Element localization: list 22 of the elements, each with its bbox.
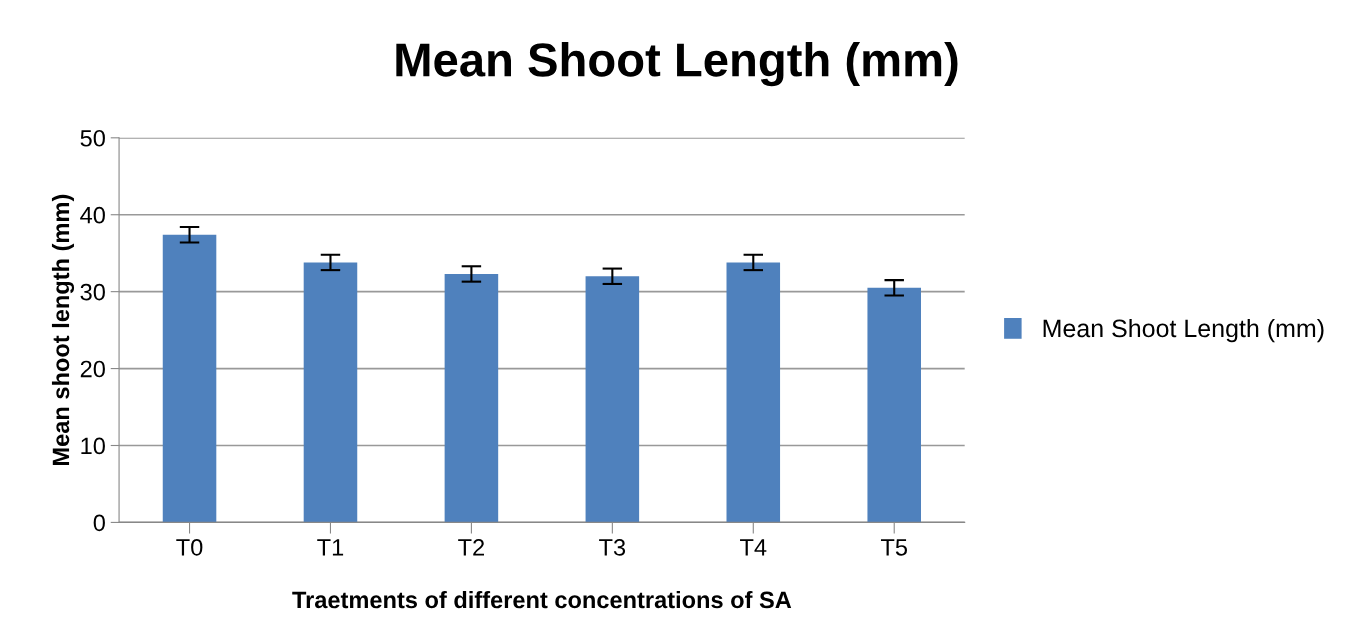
bar xyxy=(162,234,217,523)
bar xyxy=(303,262,358,523)
y-axis-title: Mean shoot length (mm) xyxy=(51,194,75,465)
chart-title: Mean Shoot Length (mm) xyxy=(396,41,958,87)
x-tick-label: T3 xyxy=(599,539,626,556)
bar xyxy=(726,262,781,523)
y-tick-label: 30 xyxy=(80,283,105,301)
x-tick-label: T0 xyxy=(176,539,203,556)
bar xyxy=(585,276,640,523)
x-tick-label: T4 xyxy=(740,539,767,556)
x-axis-title: Traetments of different concentrations of SA xyxy=(292,590,792,609)
legend-label: Mean Shoot Length (mm) xyxy=(1043,318,1324,343)
x-tick-label: T1 xyxy=(317,539,344,556)
y-tick-label: 50 xyxy=(80,129,105,147)
x-tick-label: T5 xyxy=(880,539,908,556)
bar xyxy=(867,287,921,523)
bar xyxy=(444,273,499,523)
x-tick-label: T2 xyxy=(458,539,484,556)
y-tick-label: 40 xyxy=(80,206,105,224)
y-tick-label: 0 xyxy=(93,514,105,532)
y-tick-label: 20 xyxy=(80,360,105,378)
y-tick-label: 10 xyxy=(81,437,105,455)
